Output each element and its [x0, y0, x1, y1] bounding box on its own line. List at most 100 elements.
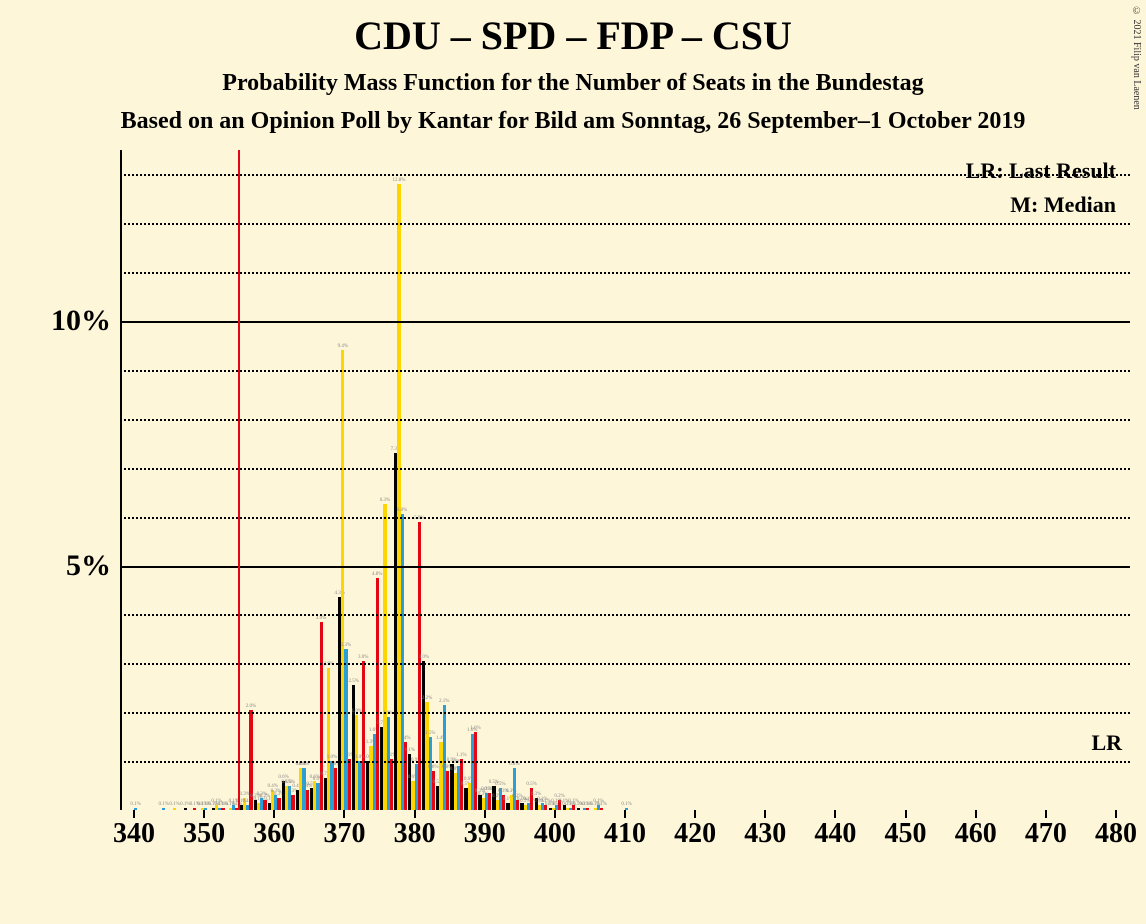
grid-minor	[120, 712, 1130, 714]
bar	[516, 800, 519, 810]
bar-value-label: 2.0%	[246, 704, 256, 709]
bar-value-label: 9.4%	[338, 344, 348, 349]
chart-title: CDU – SPD – FDP – CSU	[0, 12, 1146, 59]
x-axis-label: 460	[955, 818, 997, 850]
bar-value-label: 1.0%	[327, 755, 337, 760]
bar-value-label: 0.8%	[299, 762, 309, 767]
bar	[320, 622, 323, 810]
chart-container: CDU – SPD – FDP – CSU Probability Mass F…	[0, 0, 1146, 924]
x-tick	[554, 810, 556, 818]
bar	[277, 798, 280, 810]
bar-value-label: 0.5%	[526, 782, 536, 787]
bar-value-label: 3.3%	[341, 643, 351, 648]
x-axis-label: 400	[534, 818, 576, 850]
x-axis-label: 470	[1025, 818, 1067, 850]
bar-value-label: 2.1%	[439, 699, 449, 704]
grid-minor	[120, 223, 1130, 225]
grid-minor	[120, 272, 1130, 274]
bar	[173, 808, 176, 810]
bar-value-label: 0.1%	[596, 802, 606, 807]
x-axis-label: 440	[814, 818, 856, 850]
bar-value-label: 3.0%	[419, 655, 429, 660]
grid-minor	[120, 761, 1130, 763]
chart-subtitle-1: Probability Mass Function for the Number…	[0, 70, 1146, 97]
x-tick	[764, 810, 766, 818]
bar-value-label: 0.8%	[509, 762, 519, 767]
x-tick	[273, 810, 275, 818]
bar	[390, 759, 393, 810]
bar-value-label: 0.1%	[130, 802, 140, 807]
lr-marker: LR	[1091, 730, 1122, 756]
bar	[193, 808, 196, 810]
plot-area: 0.1%0.1%0.1%0.1%0.1%0.1%0.1%0.1%0.1%0.1%…	[120, 150, 1130, 810]
x-axis-label: 380	[394, 818, 436, 850]
x-axis-label: 430	[744, 818, 786, 850]
bar-value-label: 2.2%	[422, 696, 432, 701]
copyright-text: © 2021 Filip van Laenen	[1131, 6, 1142, 110]
bar	[446, 771, 449, 810]
bar	[263, 800, 266, 810]
x-tick	[133, 810, 135, 818]
bar-value-label: 4.8%	[372, 572, 382, 577]
grid-minor	[120, 419, 1130, 421]
x-axis-label: 360	[253, 818, 295, 850]
bar-value-label: 3.9%	[316, 616, 326, 621]
x-tick	[694, 810, 696, 818]
bar-value-label: 6.3%	[380, 498, 390, 503]
bar-value-label: 3.0%	[358, 655, 368, 660]
x-tick	[905, 810, 907, 818]
bar	[162, 808, 165, 810]
x-tick	[1045, 810, 1047, 818]
bar	[432, 771, 435, 810]
x-tick	[484, 810, 486, 818]
x-tick	[1115, 810, 1117, 818]
grid-minor	[120, 517, 1130, 519]
bar	[488, 793, 491, 810]
bar	[376, 578, 379, 810]
bar	[474, 732, 477, 810]
bar-value-label: 1.1%	[456, 753, 466, 758]
bar-value-label: 0.1%	[621, 802, 631, 807]
x-axis-label: 370	[323, 818, 365, 850]
bar	[577, 808, 580, 810]
bar-value-label: 12.8%	[393, 178, 406, 183]
bar-value-label: 0.1%	[169, 802, 179, 807]
bar	[306, 790, 309, 810]
bar	[348, 759, 351, 810]
x-axis-label: 450	[885, 818, 927, 850]
bar-value-label: 0.8%	[428, 765, 438, 770]
x-tick	[975, 810, 977, 818]
x-tick	[203, 810, 205, 818]
grid-minor	[120, 174, 1130, 176]
bar-value-label: 2.5%	[349, 679, 359, 684]
bar-value-label: 1.5%	[425, 731, 435, 736]
bar	[184, 808, 187, 810]
bar	[362, 661, 365, 810]
x-tick	[343, 810, 345, 818]
bar-value-label: 1.4%	[400, 736, 410, 741]
bar	[221, 808, 224, 810]
bar	[586, 808, 589, 810]
grid-minor	[120, 663, 1130, 665]
grid-major	[120, 566, 1130, 568]
x-tick	[624, 810, 626, 818]
bar-value-label: 0.5%	[495, 782, 505, 787]
bar-value-label: 6.0%	[397, 508, 407, 513]
x-axis-label: 410	[604, 818, 646, 850]
y-axis-label: 10%	[51, 304, 111, 338]
bar-value-label: 1.6%	[470, 726, 480, 731]
grid-minor	[120, 370, 1130, 372]
bar-value-label: 0.1%	[158, 802, 168, 807]
x-axis-label: 480	[1095, 818, 1137, 850]
lr-vertical-line	[238, 150, 240, 810]
bar	[291, 795, 294, 810]
x-axis-label: 340	[113, 818, 155, 850]
y-axis-label: 5%	[66, 549, 111, 583]
grid-minor	[120, 468, 1130, 470]
x-axis-label: 350	[183, 818, 225, 850]
bar	[600, 808, 603, 810]
grid-major	[120, 321, 1130, 323]
x-axis-label: 420	[674, 818, 716, 850]
x-tick	[414, 810, 416, 818]
bar-value-label: 1.1%	[405, 748, 415, 753]
